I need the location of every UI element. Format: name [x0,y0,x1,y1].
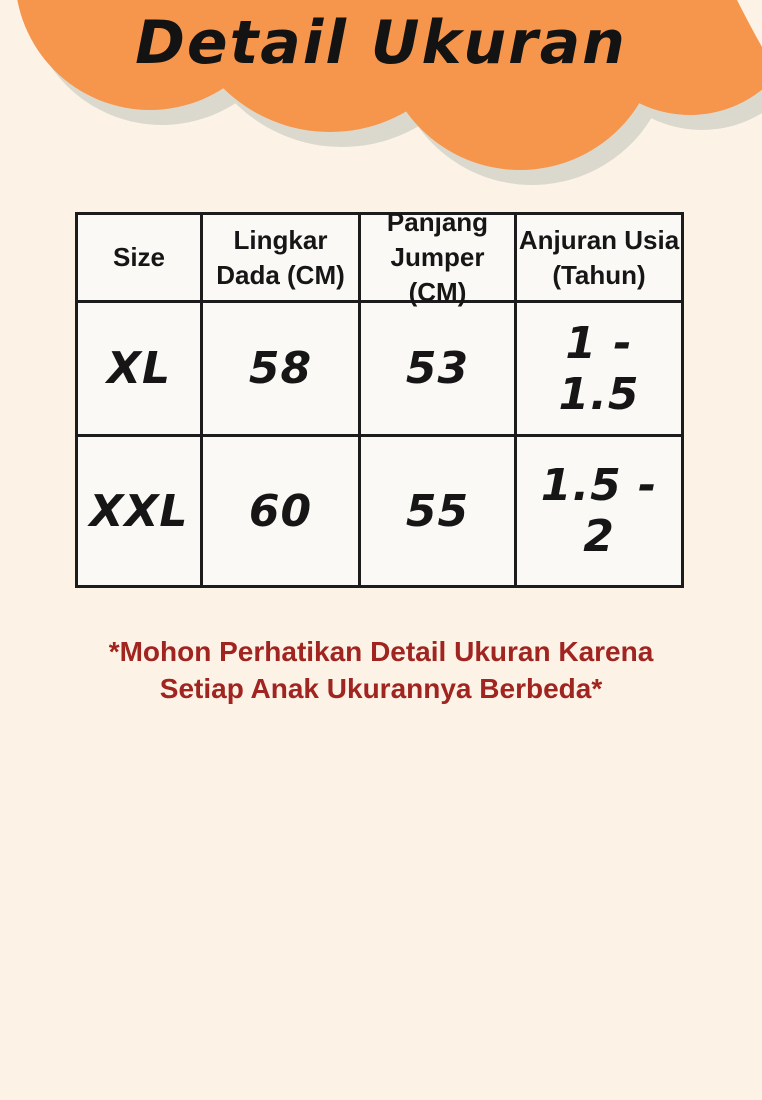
cloud-shape-svg [17,0,762,185]
header-anjuran-usia: Anjuran Usia (Tahun) [517,215,681,303]
note-line-1: *Mohon Perhatikan Detail Ukuran Karena [108,636,654,667]
note-line-2: Setiap Anak Ukurannya Berbeda* [159,673,603,704]
header-panjang-jumper: Panjang Jumper (CM) [361,207,517,307]
row-xxl-size: XXL [78,437,203,585]
size-table: Size Lingkar Dada (CM) Panjang Jumper (C… [75,207,684,588]
cloud-body [17,0,762,170]
row-xl-panjang-jumper: 53 [361,303,517,437]
row-xxl-anjuran-usia: 1.5 - 2 [540,460,658,562]
page-title: Detail Ukuran [135,8,627,78]
cloud-banner: Detail Ukuran [0,0,762,200]
row-xxl-lingkar-dada: 60 [203,437,361,585]
row-xl-lingkar-dada: 58 [203,303,361,437]
cloud-corner-notch [737,0,762,47]
row-xl-size: XL [78,303,203,437]
size-disclaimer-note: *Mohon Perhatikan Detail Ukuran Karena S… [0,633,762,707]
header-size: Size [78,215,203,303]
row-xl-anjuran-usia: 1 - 1.5 [517,303,681,437]
row-xxl-panjang-jumper: 55 [361,437,517,585]
header-lingkar-dada: Lingkar Dada (CM) [203,215,361,303]
